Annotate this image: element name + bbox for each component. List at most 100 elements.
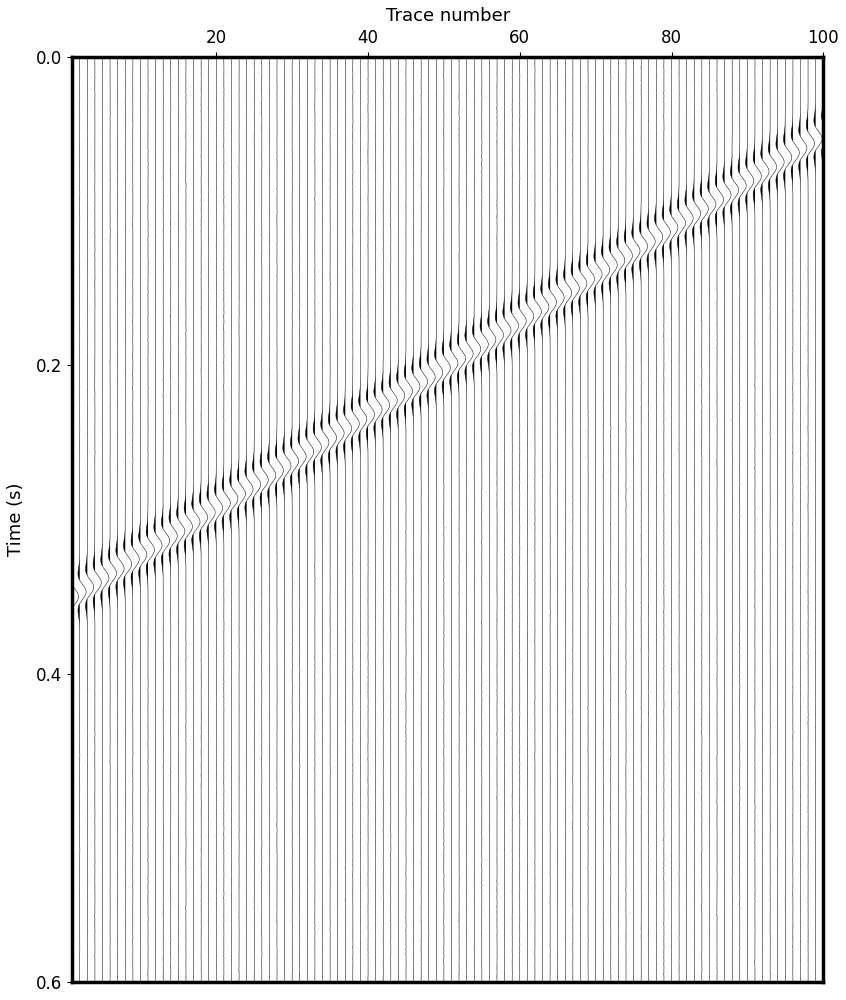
Polygon shape: [244, 444, 247, 478]
Polygon shape: [806, 99, 808, 132]
Polygon shape: [420, 393, 421, 424]
Polygon shape: [116, 525, 118, 557]
Polygon shape: [685, 176, 687, 207]
Polygon shape: [124, 576, 125, 607]
Polygon shape: [78, 604, 80, 632]
Polygon shape: [594, 286, 596, 316]
Polygon shape: [215, 467, 217, 496]
Polygon shape: [321, 397, 322, 431]
Polygon shape: [382, 417, 383, 447]
Polygon shape: [93, 541, 95, 571]
Polygon shape: [662, 191, 664, 221]
Polygon shape: [215, 519, 217, 552]
Polygon shape: [783, 113, 785, 146]
Polygon shape: [328, 449, 330, 481]
Polygon shape: [487, 351, 490, 382]
Polygon shape: [267, 487, 269, 523]
Polygon shape: [761, 131, 762, 160]
Polygon shape: [116, 580, 118, 611]
Polygon shape: [480, 356, 482, 396]
Polygon shape: [404, 403, 406, 435]
Polygon shape: [458, 370, 459, 407]
Polygon shape: [632, 207, 634, 239]
Polygon shape: [518, 276, 519, 309]
Polygon shape: [707, 158, 710, 193]
Polygon shape: [305, 410, 307, 440]
Polygon shape: [541, 319, 542, 349]
Polygon shape: [359, 378, 360, 407]
Polygon shape: [351, 381, 353, 412]
Polygon shape: [571, 300, 573, 331]
Polygon shape: [366, 373, 368, 403]
Polygon shape: [298, 468, 299, 501]
Polygon shape: [806, 155, 808, 187]
Polygon shape: [579, 295, 580, 326]
Polygon shape: [632, 262, 634, 297]
Polygon shape: [738, 197, 739, 227]
Polygon shape: [169, 495, 171, 524]
Polygon shape: [799, 108, 800, 136]
Polygon shape: [78, 551, 80, 580]
Polygon shape: [556, 256, 558, 286]
Y-axis label: Time (s): Time (s): [7, 483, 25, 556]
Polygon shape: [260, 491, 261, 521]
Polygon shape: [222, 456, 224, 492]
Polygon shape: [435, 384, 437, 416]
Polygon shape: [229, 458, 232, 487]
Polygon shape: [200, 471, 201, 506]
Polygon shape: [609, 223, 611, 253]
Polygon shape: [624, 267, 626, 300]
X-axis label: Trace number: Trace number: [386, 7, 510, 25]
Polygon shape: [420, 336, 421, 370]
Polygon shape: [101, 534, 102, 566]
Polygon shape: [207, 524, 209, 556]
Polygon shape: [397, 355, 398, 384]
Polygon shape: [336, 445, 338, 474]
Polygon shape: [397, 407, 398, 440]
Polygon shape: [821, 146, 823, 177]
Polygon shape: [548, 314, 550, 346]
Polygon shape: [753, 129, 755, 165]
Polygon shape: [222, 515, 224, 545]
Polygon shape: [131, 571, 133, 601]
Polygon shape: [518, 333, 519, 363]
Polygon shape: [154, 498, 156, 534]
Polygon shape: [556, 309, 558, 342]
Polygon shape: [237, 448, 239, 482]
Polygon shape: [586, 234, 588, 267]
Polygon shape: [267, 432, 269, 464]
Polygon shape: [162, 497, 163, 529]
Polygon shape: [503, 287, 504, 319]
Polygon shape: [525, 328, 527, 359]
Polygon shape: [389, 412, 391, 449]
Polygon shape: [768, 178, 770, 211]
Polygon shape: [244, 501, 247, 530]
Polygon shape: [464, 303, 467, 342]
Polygon shape: [298, 412, 299, 445]
Polygon shape: [343, 440, 345, 475]
Polygon shape: [510, 278, 512, 314]
Polygon shape: [814, 150, 816, 181]
Polygon shape: [768, 122, 770, 155]
Polygon shape: [548, 257, 550, 291]
Polygon shape: [374, 366, 376, 398]
Polygon shape: [640, 258, 641, 288]
Polygon shape: [336, 391, 338, 421]
Polygon shape: [124, 517, 125, 552]
Polygon shape: [252, 444, 255, 473]
Polygon shape: [184, 538, 186, 570]
Polygon shape: [776, 174, 777, 205]
Polygon shape: [533, 323, 535, 354]
Polygon shape: [791, 109, 793, 141]
Polygon shape: [525, 271, 527, 305]
Polygon shape: [177, 487, 179, 520]
Polygon shape: [442, 379, 444, 413]
Polygon shape: [275, 482, 277, 513]
Polygon shape: [359, 431, 360, 461]
Polygon shape: [146, 561, 148, 593]
Polygon shape: [275, 425, 277, 459]
Polygon shape: [647, 198, 649, 230]
Polygon shape: [594, 232, 596, 263]
Polygon shape: [753, 188, 755, 220]
Polygon shape: [412, 398, 414, 430]
